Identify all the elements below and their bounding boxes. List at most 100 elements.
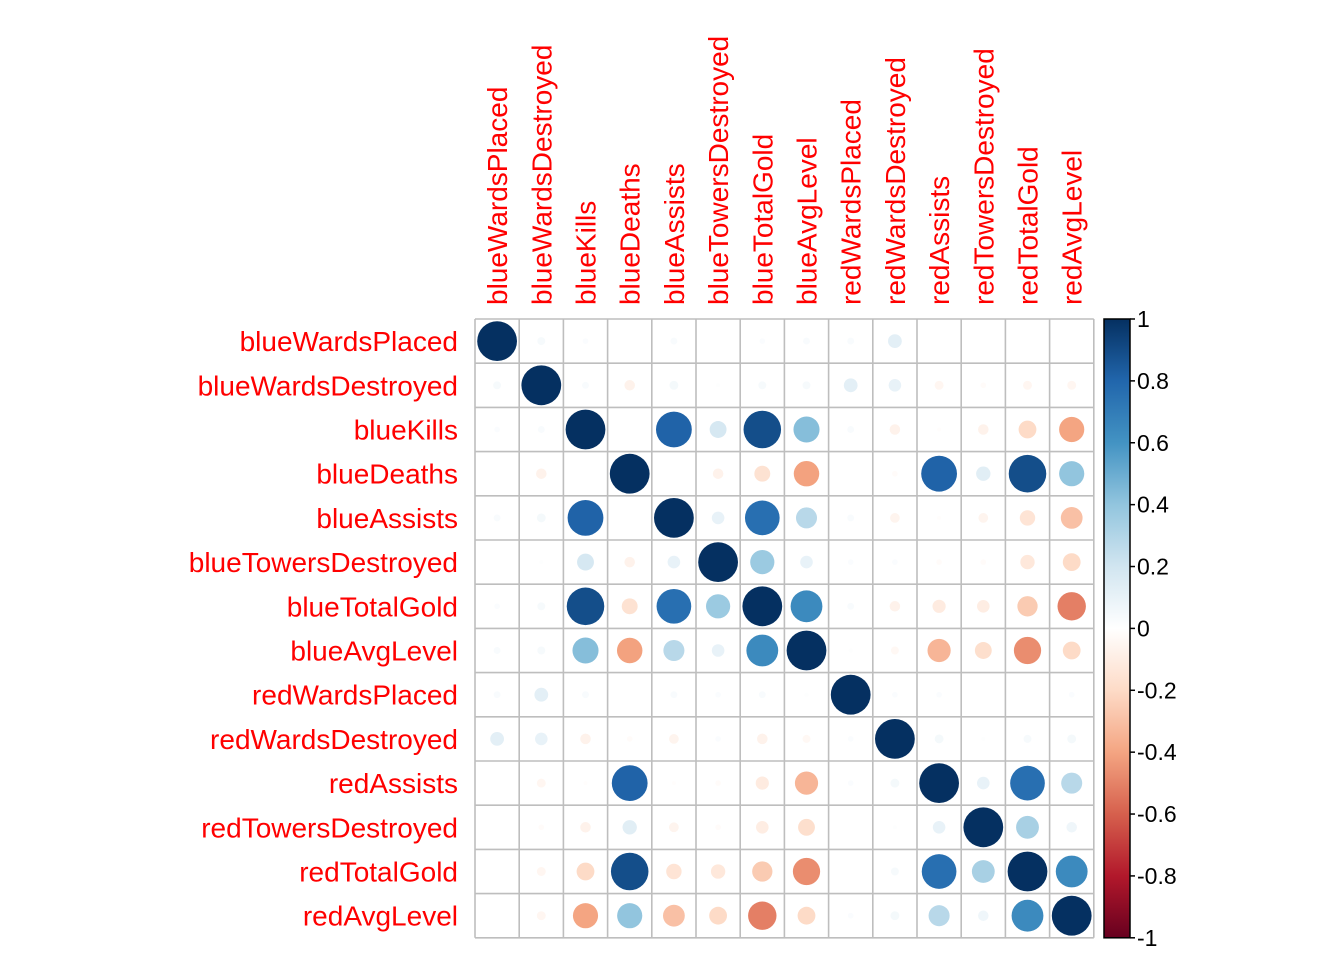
col-label-redWardsDestroyed: redWardsDestroyed <box>880 57 911 305</box>
corr-circle-redWardsDestroyed-blueTowersDestroyed <box>715 736 721 742</box>
corr-circle-blueTotalGold-blueWardsPlaced <box>494 603 500 610</box>
corr-circle-blueWardsDestroyed-blueTowersDestroyed <box>716 383 721 388</box>
corr-circle-blueAssists-redWardsPlaced <box>847 514 855 522</box>
corr-circle-blueWardsDestroyed-redWardsDestroyed <box>888 379 902 392</box>
corr-circle-redAvgLevel-redTowersDestroyed <box>978 910 989 921</box>
corr-circle-blueWardsDestroyed-blueAssists <box>669 380 679 390</box>
corr-circle-redTotalGold-blueAvgLevel <box>792 857 821 886</box>
corr-circle-blueTowersDestroyed-redTowersDestroyed <box>980 559 987 565</box>
corr-circle-blueAssists-redTotalGold <box>1019 510 1036 526</box>
col-label-blueAssists: blueAssists <box>659 163 690 305</box>
corr-circle-redTowersDestroyed-blueAssists <box>669 822 679 833</box>
column-labels: blueWardsPlaced blueWardsDestroyed blueKil… <box>482 36 1088 305</box>
corr-circle-blueWardsPlaced-blueKills <box>582 338 589 344</box>
corr-circle-blueTotalGold-redWardsPlaced <box>847 602 855 610</box>
colorbar-tick-label: -0.2 <box>1137 677 1177 703</box>
corr-circle-redWardsDestroyed-blueKills <box>580 733 591 745</box>
corr-circle-redTotalGold-blueAssists <box>666 863 682 880</box>
corr-circle-blueWardsPlaced-blueAvgLevel <box>803 337 810 345</box>
corr-circle-blueWardsPlaced-blueTotalGold <box>759 338 766 344</box>
corr-circle-blueKills-blueAvgLevel <box>793 416 820 443</box>
corr-circle-blueDeaths-blueAvgLevel <box>793 460 820 487</box>
corr-circle-blueAssists-blueTotalGold <box>744 500 780 536</box>
corr-circle-blueAvgLevel-redAssists <box>927 638 951 663</box>
corr-circle-blueAssists-redTowersDestroyed <box>978 513 989 523</box>
corr-circle-redTowersDestroyed-redAvgLevel <box>1066 822 1077 833</box>
corr-circle-blueKills-redWardsDestroyed <box>889 424 901 435</box>
corr-circle-blueKills-redTotalGold <box>1018 420 1037 439</box>
correlation-circles <box>477 321 1092 936</box>
corr-circle-blueWardsDestroyed-blueDeaths <box>624 380 635 391</box>
corr-circle-redWardsDestroyed-redAvgLevel <box>1067 734 1077 744</box>
row-label-blueWardsDestroyed: blueWardsDestroyed <box>198 370 458 401</box>
corr-circle-blueTowersDestroyed-redTotalGold <box>1020 554 1035 570</box>
corr-circle-blueAssists-blueTowersDestroyed <box>711 511 725 525</box>
corr-circle-blueTotalGold-blueAvgLevel <box>790 590 823 623</box>
corr-circle-redAvgLevel-redTotalGold <box>1011 899 1044 932</box>
corr-circle-redWardsDestroyed-blueWardsPlaced <box>490 732 504 746</box>
corr-circle-blueAvgLevel-blueAssists <box>663 639 685 662</box>
corr-circle-blueKills-blueWardsDestroyed <box>537 426 545 433</box>
corr-circle-blueAvgLevel-blueWardsPlaced <box>493 647 501 654</box>
col-label-redTowersDestroyed: redTowersDestroyed <box>968 48 999 305</box>
corr-circle-blueAvgLevel-blueKills <box>572 637 599 664</box>
corr-circle-blueDeaths-redTotalGold <box>1008 454 1047 493</box>
col-label-blueAvgLevel: blueAvgLevel <box>792 137 823 305</box>
corr-circle-blueTowersDestroyed-blueWardsDestroyed <box>539 560 544 565</box>
corr-circle-redTowersDestroyed-redAssists <box>932 821 946 834</box>
corr-circle-blueWardsPlaced-blueWardsDestroyed <box>537 337 546 346</box>
corr-circle-redWardsDestroyed-blueAssists <box>669 734 679 744</box>
corr-circle-blueKills-redAssists <box>937 427 942 432</box>
corr-circle-blueAvgLevel-redTotalGold <box>1013 636 1042 665</box>
corr-circle-redAvgLevel-redWardsPlaced <box>847 912 854 919</box>
corr-circle-blueTotalGold-blueTotalGold <box>742 586 783 627</box>
corr-circle-redAvgLevel-blueAvgLevel <box>797 906 816 925</box>
corr-circle-redTotalGold-blueTotalGold <box>752 861 773 882</box>
corr-circle-blueWardsDestroyed-blueWardsPlaced <box>493 381 502 390</box>
corr-circle-redTotalGold-blueTowersDestroyed <box>710 864 726 879</box>
corr-circle-redAssists-redTotalGold <box>1010 765 1045 801</box>
col-label-redTotalGold: redTotalGold <box>1013 146 1044 305</box>
corr-circle-blueTowersDestroyed-redAssists <box>936 559 942 565</box>
corr-circle-blueWardsDestroyed-blueAvgLevel <box>802 381 811 390</box>
corr-circle-blueKills-redTowersDestroyed <box>978 424 989 435</box>
corr-circle-blueTotalGold-redAssists <box>932 599 946 613</box>
corr-circle-redTowersDestroyed-blueTotalGold <box>756 821 769 834</box>
corr-circle-blueWardsPlaced-blueAssists <box>670 337 678 345</box>
corr-circle-blueKills-blueWardsPlaced <box>494 426 500 433</box>
corr-circle-blueAvgLevel-blueTowersDestroyed <box>711 644 725 657</box>
colorbar-tick-label: 0.8 <box>1137 368 1169 394</box>
corr-circle-blueAssists-redAssists <box>937 515 942 520</box>
corr-circle-blueTowersDestroyed-blueAssists <box>667 555 681 569</box>
corr-circle-blueTotalGold-redTotalGold <box>1017 596 1038 617</box>
corr-circle-redAvgLevel-blueAssists <box>663 904 685 927</box>
col-label-blueKills: blueKills <box>571 201 602 305</box>
corr-circle-blueTotalGold-redWardsDestroyed <box>889 601 901 612</box>
corr-circle-blueKills-blueTowersDestroyed <box>709 421 727 438</box>
row-label-redAvgLevel: redAvgLevel <box>303 901 458 932</box>
corr-circle-redWardsDestroyed-redWardsPlaced <box>847 736 854 742</box>
corr-circle-blueWardsPlaced-redWardsPlaced <box>847 337 855 345</box>
corr-circle-blueTotalGold-blueKills <box>566 587 605 626</box>
row-label-redWardsDestroyed: redWardsDestroyed <box>210 724 458 755</box>
corr-circle-blueTowersDestroyed-blueAvgLevel <box>800 555 813 569</box>
corr-circle-blueAvgLevel-redWardsDestroyed <box>890 646 899 655</box>
corr-circle-redAvgLevel-blueTowersDestroyed <box>709 906 727 925</box>
corr-circle-redAvgLevel-blueDeaths <box>617 903 643 929</box>
col-label-redWardsPlaced: redWardsPlaced <box>836 99 867 305</box>
colorbar-tick-label: 0.4 <box>1137 492 1169 518</box>
corr-circle-redWardsPlaced-blueTotalGold <box>758 691 766 699</box>
corr-circle-blueWardsDestroyed-redAvgLevel <box>1067 380 1077 390</box>
row-label-redTowersDestroyed: redTowersDestroyed <box>201 812 458 843</box>
corr-circle-redTowersDestroyed-blueKills <box>580 822 591 833</box>
corr-circle-blueTotalGold-redAvgLevel <box>1057 592 1086 621</box>
corr-circle-redAvgLevel-redWardsDestroyed <box>890 911 900 921</box>
colorbar-tick-label: -0.4 <box>1137 739 1177 765</box>
corr-circle-redTotalGold-redAssists <box>921 854 957 889</box>
corr-circle-blueTotalGold-blueWardsDestroyed <box>537 602 546 611</box>
corr-circle-redWardsPlaced-blueKills <box>582 691 589 699</box>
corr-circle-redAssists-blueDeaths <box>611 765 648 802</box>
corr-circle-redAssists-blueKills <box>583 781 588 786</box>
